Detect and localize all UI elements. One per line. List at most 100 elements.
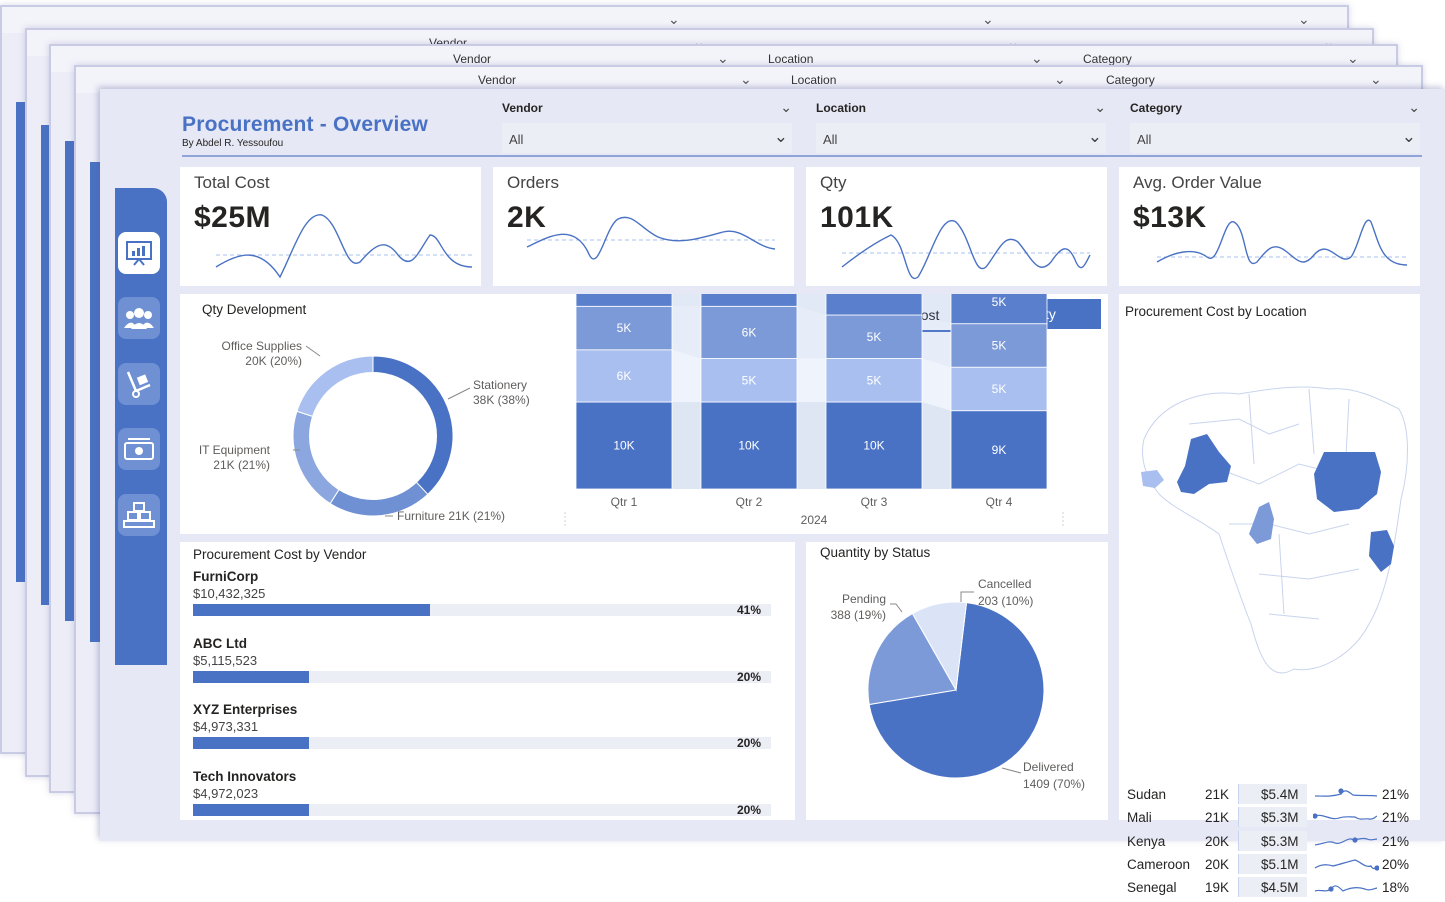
bar-segment[interactable] — [950, 294, 1048, 325]
vendor-percent: 41% — [736, 603, 761, 617]
nav-finance-button[interactable] — [118, 428, 160, 470]
location-percent: 21% — [1382, 810, 1410, 826]
chevron-down-icon: ⌄ — [1007, 34, 1019, 50]
africa-map[interactable] — [1119, 294, 1420, 820]
bar-segment[interactable] — [950, 366, 1048, 412]
map-region-sudan[interactable] — [1314, 452, 1381, 512]
vendor-row[interactable]: XYZ Enterprises $4,973,331 20% — [193, 702, 771, 762]
pie-label: Cancelled — [978, 577, 1031, 591]
vendor-row[interactable]: ABC Ltd $5,115,523 20% — [193, 636, 771, 696]
stacked-filter-label: Location — [768, 52, 814, 66]
bar-data-label: 5K — [617, 321, 632, 335]
category-dropdown[interactable]: All ⌄ — [1130, 123, 1420, 153]
location-row[interactable]: Kenya 20K $5.3M 21% — [1127, 830, 1427, 856]
sparkline-marker — [1352, 836, 1358, 843]
pie-slice-cancelled[interactable] — [911, 601, 968, 692]
vendor-row[interactable]: Tech Innovators $4,972,023 20% — [193, 769, 771, 829]
bar-data-label: 5K — [992, 338, 1007, 352]
location-dropdown[interactable]: All ⌄ — [816, 123, 1106, 153]
bar-segment[interactable] — [700, 305, 798, 359]
chevron-down-icon: ⌄ — [1401, 127, 1416, 146]
bar-segment[interactable] — [700, 294, 798, 307]
kpi-orders[interactable]: Orders 2K — [493, 167, 794, 286]
nav-inventory-button[interactable] — [118, 494, 160, 536]
ribbon-connector — [672, 294, 701, 307]
pie-value: 388 (19%) — [831, 608, 886, 622]
sparkline-path — [1314, 790, 1378, 797]
map-region-kenya[interactable] — [1369, 530, 1394, 572]
kpi-sparkline — [841, 219, 1091, 280]
location-sparkline — [1314, 788, 1378, 797]
location-cost: $5.4M — [1261, 787, 1299, 802]
location-row[interactable]: Senegal 19K $4.5M 18% — [1127, 877, 1427, 902]
bar-data-label: 10K — [863, 439, 884, 453]
vendor-row[interactable]: FurniCorp $10,432,325 41% — [193, 569, 771, 629]
kpi-qty[interactable]: Qty 101K — [806, 167, 1107, 286]
bar-segment[interactable] — [575, 401, 673, 490]
nav-delivery-button[interactable] — [118, 363, 160, 405]
kpi-sparkline — [215, 214, 473, 279]
ribbon-connector — [922, 294, 951, 324]
x-tick-label: Qtr 2 — [736, 495, 763, 509]
location-cost: $5.3M — [1261, 810, 1299, 826]
map-region-mali[interactable] — [1177, 434, 1231, 494]
ribbon-connector — [797, 294, 826, 315]
bar-segment[interactable] — [700, 401, 798, 490]
donut-value: 20K (20%) — [245, 354, 302, 368]
bar-segment[interactable] — [825, 358, 923, 403]
chevron-down-icon[interactable]: ⌄ — [780, 99, 792, 115]
sidebar-nav — [115, 188, 167, 665]
bar-segment[interactable] — [575, 305, 673, 351]
chevron-down-icon[interactable]: ⌄ — [1408, 99, 1420, 115]
sparkline-marker — [1374, 865, 1379, 871]
filter-label: Location — [816, 101, 866, 115]
chevron-down-icon: ⌄ — [1054, 71, 1066, 87]
kpi-avg-order-value[interactable]: Avg. Order Value $13K — [1119, 167, 1420, 286]
location-row[interactable]: Mali 21K $5.3M 21% — [1127, 807, 1427, 832]
chevron-down-icon: ⌄ — [717, 50, 729, 66]
donut-value: 21K (21%) — [213, 458, 270, 472]
pie-slice-pending[interactable] — [867, 612, 957, 706]
bar-segment[interactable] — [700, 358, 798, 403]
location-qty: 20K — [1205, 833, 1230, 849]
location-cost: $5.1M — [1261, 856, 1299, 872]
location-sparkline — [1314, 836, 1378, 846]
location-row[interactable]: Cameroon 20K $5.1M 20% — [1127, 853, 1427, 879]
kpi-label: Orders — [507, 173, 559, 192]
nav-overview-button[interactable] — [118, 232, 160, 274]
bar-segment[interactable] — [825, 294, 923, 316]
pie-label: Pending — [842, 592, 886, 606]
bar-segment[interactable] — [950, 410, 1048, 490]
nav-suppliers-button[interactable] — [118, 297, 160, 339]
stacked-filter-label: Category — [1083, 52, 1132, 66]
kpi-sparkline — [1156, 219, 1408, 266]
bar-data-label: 6K — [867, 294, 882, 296]
status-pie-chart: Delivered 1409 (70%) Pending 388 (19%) Cance… — [831, 577, 1085, 791]
kpi-total-cost[interactable]: Total Cost $25M — [180, 167, 481, 286]
ribbon-connector — [672, 402, 701, 489]
title-block: Procurement - Overview By Abdel R. Yesso… — [182, 113, 428, 149]
header-divider — [182, 155, 1422, 157]
vendor-bar-fill — [193, 604, 430, 616]
kpi-label: Total Cost — [194, 173, 270, 192]
chevron-down-icon[interactable]: ⌄ — [1094, 99, 1106, 115]
map-region-senegal[interactable] — [1141, 470, 1164, 488]
kpi-value: 101K — [820, 201, 894, 234]
bar-data-label: 10K — [738, 439, 759, 453]
bar-segment[interactable] — [575, 349, 673, 403]
sparkline-path — [1314, 837, 1378, 846]
vendor-dropdown[interactable]: All ⌄ — [502, 123, 792, 153]
chevron-down-icon: ⌄ — [1370, 71, 1382, 87]
bar-segment[interactable] — [825, 314, 923, 359]
bar-segment[interactable] — [950, 323, 1048, 368]
chevron-down-icon: ⌄ — [1298, 11, 1310, 27]
map-region-cameroon[interactable] — [1249, 502, 1274, 544]
pie-value: 1409 (70%) — [1023, 777, 1085, 791]
location-country: Mali — [1127, 810, 1152, 826]
bar-segment[interactable] — [825, 401, 923, 490]
location-row[interactable]: Sudan 21K $5.4M 21% — [1127, 784, 1427, 809]
location-cost: $4.5M — [1261, 880, 1299, 896]
card-title: Procurement Cost by Vendor — [193, 547, 367, 562]
bar-segment[interactable] — [575, 294, 673, 307]
